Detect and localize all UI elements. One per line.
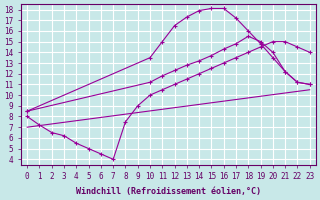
X-axis label: Windchill (Refroidissement éolien,°C): Windchill (Refroidissement éolien,°C) bbox=[76, 187, 261, 196]
